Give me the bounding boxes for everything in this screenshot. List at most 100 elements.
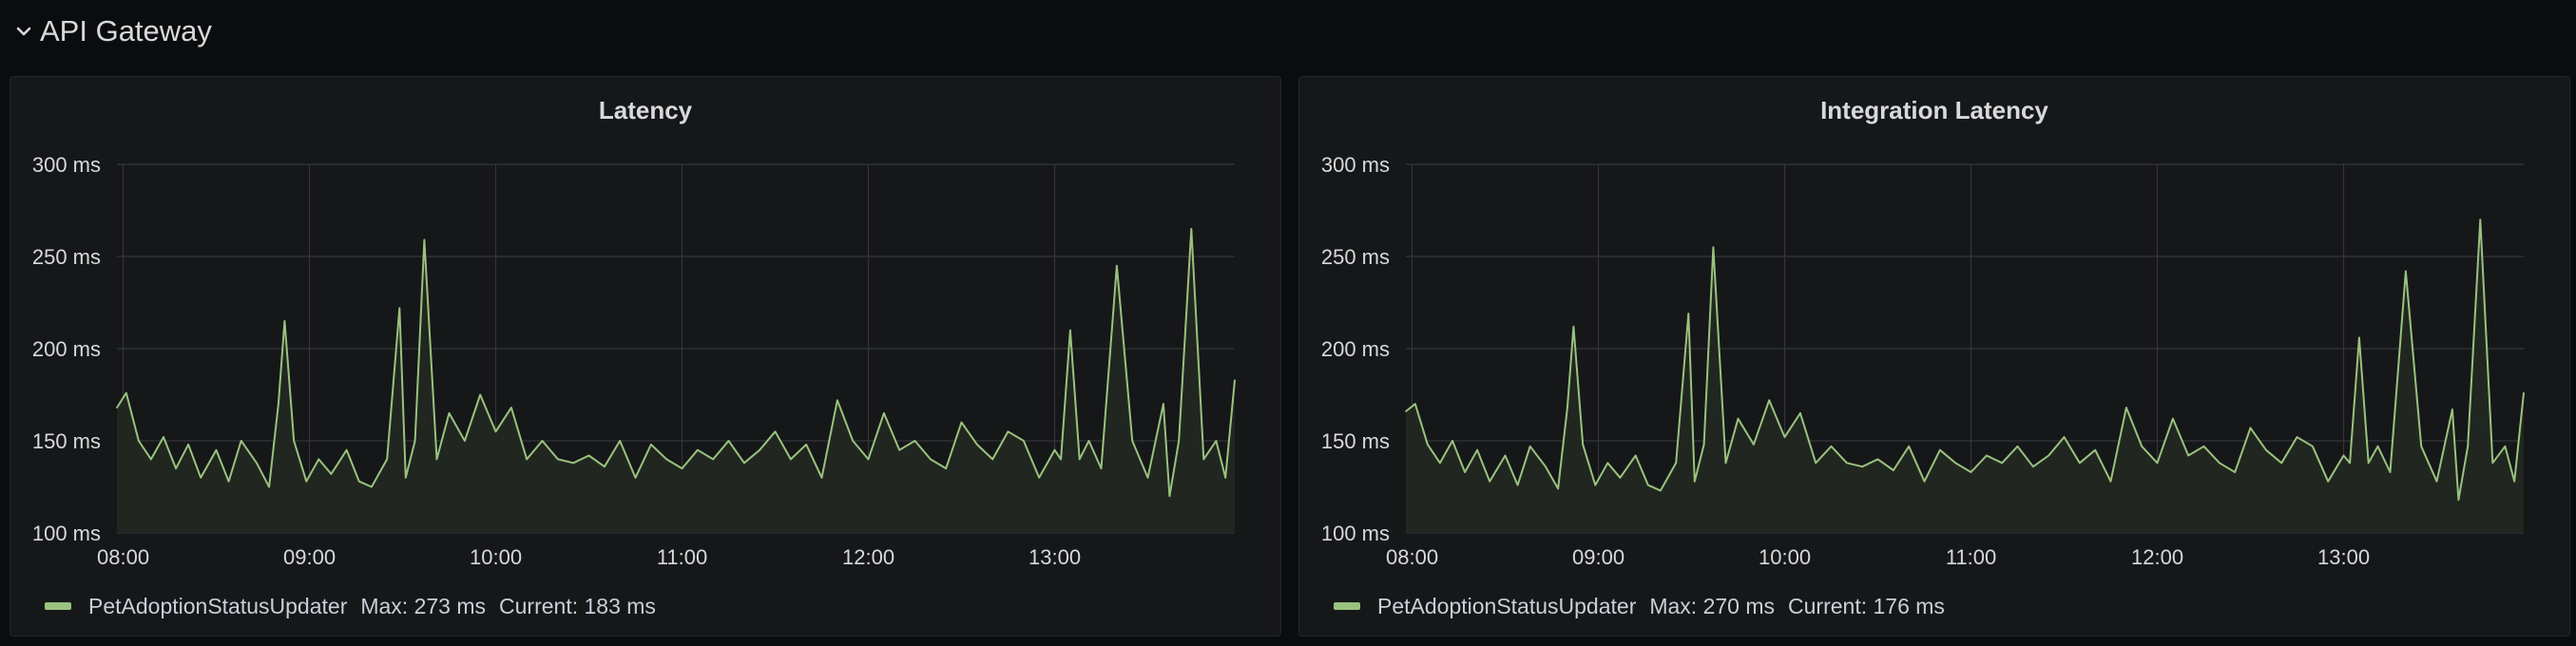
data-point [345, 448, 348, 451]
data-point [398, 307, 401, 310]
data-point [1830, 446, 1833, 447]
data-point [163, 436, 164, 438]
data-point [1986, 454, 1988, 457]
data-point [867, 458, 870, 461]
data-point [2467, 446, 2469, 447]
data-point [278, 403, 279, 406]
data-point [2491, 462, 2494, 465]
data-point [1893, 469, 1894, 471]
x-tick-label: 12:00 [842, 545, 894, 569]
data-point [1783, 436, 1786, 438]
series-line[interactable] [116, 227, 1236, 498]
data-point [2079, 462, 2081, 465]
data-point [494, 430, 497, 433]
data-point [2125, 407, 2127, 408]
data-point [1023, 440, 1025, 442]
data-point [991, 458, 993, 461]
data-point [187, 444, 189, 446]
data-point [1414, 403, 1416, 406]
data-point [2001, 462, 2003, 465]
data-point [557, 458, 559, 461]
data-point [330, 473, 333, 475]
row-header[interactable]: API Gateway [0, 0, 2576, 63]
data-point [1100, 467, 1103, 469]
legend-series-name[interactable]: PetAdoptionStatusUpdater [1377, 593, 1637, 618]
data-point [1116, 264, 1118, 267]
data-point [435, 458, 438, 461]
data-point [2016, 446, 2019, 447]
data-point [1908, 446, 1910, 447]
data-point [479, 393, 482, 396]
data-point [898, 448, 900, 451]
data-point [2420, 446, 2422, 447]
data-point [727, 440, 730, 442]
data-point [2141, 446, 2143, 447]
data-point [1528, 446, 1531, 447]
data-point [913, 440, 916, 442]
data-point [2265, 448, 2267, 451]
data-point [1190, 228, 1193, 230]
data-point [2280, 462, 2282, 465]
data-point [960, 421, 963, 424]
integration-latency-chart[interactable]: 100 ms 150 ms 200 ms 250 ms 300 ms 08:00 09:00… [1299, 77, 2571, 637]
data-point [1660, 489, 1662, 492]
data-point [2367, 462, 2370, 465]
data-point [2504, 446, 2507, 447]
data-point [256, 462, 258, 465]
y-tick-label: 300 ms [1321, 153, 1390, 177]
data-point [1545, 466, 1547, 468]
data-point [1970, 471, 1972, 473]
y-tick-label: 150 ms [1321, 429, 1390, 453]
data-point [305, 480, 308, 483]
data-point [1594, 484, 1597, 486]
x-tick-label: 13:00 [2317, 545, 2370, 569]
data-point [2094, 448, 2096, 451]
data-point [283, 320, 286, 322]
data-point [1675, 462, 1677, 465]
data-point [2513, 480, 2515, 483]
data-point [1007, 430, 1009, 433]
data-point [1131, 440, 1133, 442]
data-point [2156, 462, 2159, 465]
panel-title[interactable]: Latency [598, 96, 693, 124]
x-tick-label: 13:00 [1028, 545, 1081, 569]
data-point [1861, 466, 1863, 468]
data-point [1489, 480, 1490, 483]
data-point [2405, 270, 2407, 273]
data-point [317, 458, 320, 461]
data-point [1202, 458, 1205, 461]
data-point [1724, 462, 1727, 465]
legend: PetAdoptionStatusUpdater Max: 273 ms Cur… [45, 590, 669, 622]
latency-chart[interactable]: 100 ms 150 ms 200 ms 250 ms 300 ms 08:00 09:00… [10, 77, 1282, 637]
data-point [1069, 329, 1071, 332]
data-point [1163, 403, 1164, 406]
data-point [790, 458, 792, 461]
y-tick-label: 100 ms [32, 522, 101, 545]
data-point [2479, 218, 2482, 220]
data-point [2435, 480, 2438, 483]
data-point [604, 466, 606, 468]
data-point [1504, 454, 1507, 457]
data-point [240, 440, 242, 442]
legend-swatch[interactable] [1334, 602, 1360, 610]
data-point [448, 412, 451, 414]
legend-swatch[interactable] [45, 602, 71, 610]
y-tick-label: 100 ms [1321, 522, 1390, 545]
data-point [976, 444, 978, 446]
data-point [587, 454, 590, 457]
series-line[interactable] [1405, 218, 2525, 502]
data-point [1224, 477, 1226, 479]
data-point [2187, 454, 2189, 457]
row-title[interactable]: API Gateway [40, 14, 212, 48]
data-point [413, 440, 416, 442]
legend-series-name[interactable]: PetAdoptionStatusUpdater [88, 593, 348, 618]
data-point [1694, 480, 1696, 483]
data-point [268, 485, 270, 488]
data-point [1516, 484, 1519, 486]
chevron-down-icon[interactable] [13, 21, 34, 42]
panel-title[interactable]: Integration Latency [1820, 96, 2048, 124]
data-point [650, 444, 652, 446]
data-point [883, 412, 885, 414]
x-tick-label: 09:00 [283, 545, 336, 569]
data-point [2376, 446, 2379, 447]
